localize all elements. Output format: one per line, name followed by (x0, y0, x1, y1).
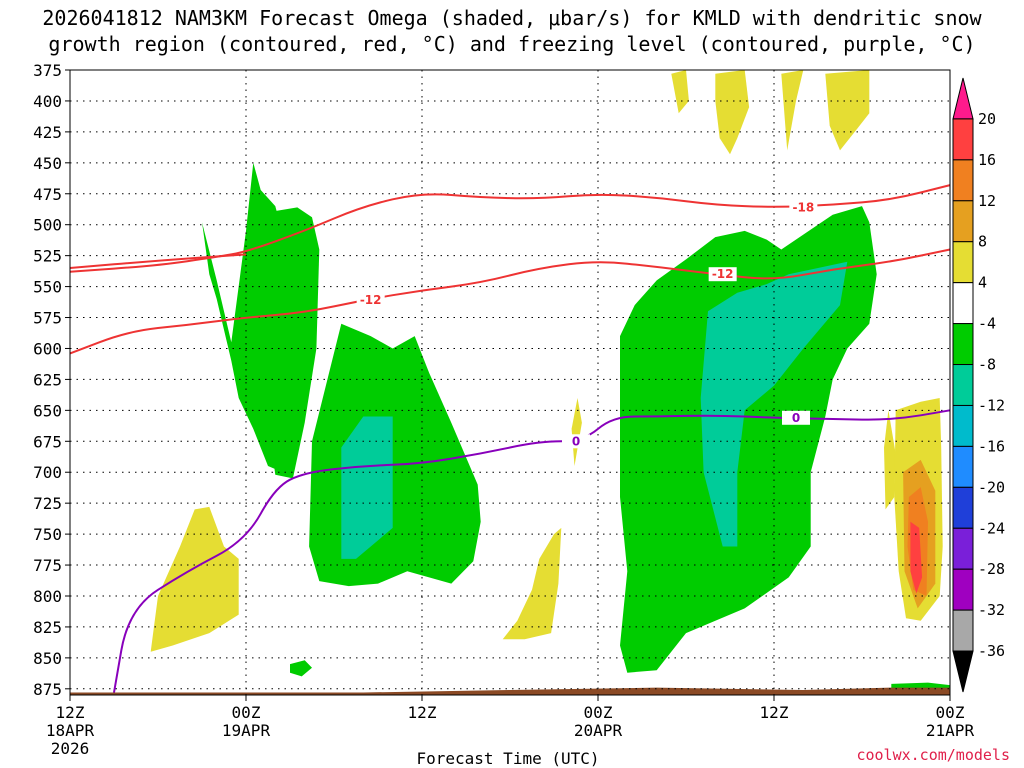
colorbar-label-12: -32 (978, 601, 1005, 619)
y-tick-label-600: 600 (33, 339, 62, 358)
y-tick-label-825: 825 (33, 618, 62, 637)
colorbar-seg-12 (952, 568, 974, 611)
contour-label-3: 0 (572, 434, 580, 448)
x-tick-date-36: 20APR (574, 721, 623, 740)
omega-region-4_8-10 (571, 398, 582, 466)
colorbar-seg-4 (952, 241, 974, 284)
y-tick-label-625: 625 (33, 370, 62, 389)
x-tick-date-60: 21APR (926, 721, 975, 740)
colorbar-label-7: -12 (978, 396, 1005, 414)
x-tick-label-24: 12Z (408, 703, 437, 722)
axes: 375 400 425 450 475 500 525 550 575 600 625 650 675 7… (33, 61, 974, 758)
contours: -18 -12 -12 0 0 (69, 184, 951, 693)
y-tick-label-675: 675 (33, 432, 62, 451)
ground-surface (70, 687, 950, 695)
chart-title-line1: 2026041812 NAM3KM Forecast Omega (shaded… (42, 6, 982, 30)
omega-region--8_-12-3 (341, 416, 393, 559)
colorbar-seg-7 (952, 364, 974, 406)
contour-label-bg-0 (789, 200, 818, 215)
colorbar-seg-bottom (952, 650, 974, 693)
contour-label-bg-4 (782, 410, 810, 425)
y-tick-label-725: 725 (33, 494, 62, 513)
y-tick-label-650: 650 (33, 401, 62, 420)
colorbar-label-13: -36 (978, 642, 1005, 660)
y-tick-label-750: 750 (33, 525, 62, 544)
colorbar-seg-1 (952, 118, 974, 161)
x-tick-label-48: 12Z (760, 703, 789, 722)
contour-label-4: 0 (792, 411, 800, 425)
omega-region-4_8-15 (884, 410, 896, 510)
y-tick-label-700: 700 (33, 463, 62, 482)
x-tick-year-0: 2026 (51, 739, 90, 758)
x-tick-date-0: 18APR (46, 721, 95, 740)
contour-label-0: -18 (792, 200, 814, 214)
colorbar-seg-5 (952, 282, 974, 325)
colorbar-seg-3 (952, 200, 974, 243)
omega-region--8_-12-5 (700, 261, 848, 547)
plot-frame (69, 69, 951, 696)
y-tick-label-450: 450 (33, 154, 62, 173)
omega-region-4_8-14 (825, 70, 870, 151)
colorbar-seg-2 (952, 159, 974, 202)
x-tick-date-12: 19APR (222, 721, 271, 740)
y-tick-label-575: 575 (33, 309, 62, 328)
x-tick-label-60: 00Z (936, 703, 965, 722)
chart-title-line2: growth region (contoured, red, °C) and f… (48, 32, 975, 56)
y-tick-label-775: 775 (33, 556, 62, 575)
y-tick-label-850: 850 (33, 649, 62, 668)
x-tick-label-36: 00Z (584, 703, 613, 722)
y-tick-label-375: 375 (33, 61, 62, 80)
y-tick-label-875: 875 (33, 680, 62, 699)
colorbar-seg-13 (952, 609, 974, 652)
y-tick-label-475: 475 (33, 185, 62, 204)
colorbar-label-8: -16 (978, 437, 1005, 455)
y-tick-label-400: 400 (33, 92, 62, 111)
colorbar-label-11: -28 (978, 560, 1005, 578)
colorbar-label-6: -8 (978, 356, 996, 374)
contour-label-bg-1 (708, 267, 737, 282)
colorbar-seg-6 (952, 323, 974, 366)
colorbar-label-0: 20 (978, 110, 996, 128)
x-axis-title: Forecast Time (UTC) (416, 749, 599, 768)
omega-region-4_8-8 (150, 506, 239, 652)
omega-region-4_8-9 (502, 527, 562, 640)
colorbar-seg-8 (952, 404, 974, 447)
y-tick-label-500: 500 (33, 216, 62, 235)
contour-label-1: -12 (712, 267, 734, 281)
dgz-contour-minus12 (69, 248, 951, 355)
omega-region-4_8-12 (715, 70, 750, 155)
colorbar-seg-10 (952, 486, 974, 529)
omega-region--4_-8-6 (290, 660, 312, 677)
omega-region-4_8-11 (671, 70, 689, 114)
contour-label-bg-3 (562, 434, 590, 449)
plot-area (70, 70, 950, 695)
contour-label-bg-2 (356, 293, 385, 308)
colorbar-label-3: 8 (978, 233, 987, 251)
colorbar-seg-top (952, 77, 974, 120)
y-tick-label-425: 425 (33, 123, 62, 142)
omega-region-16_20-19 (910, 521, 923, 594)
colorbar-label-10: -24 (978, 519, 1005, 537)
contour-label-2: -12 (360, 293, 382, 307)
y-tick-label-800: 800 (33, 587, 62, 606)
colorbar-seg-9 (952, 445, 974, 488)
omega-region-4_8-13 (781, 70, 804, 151)
colorbar-label-5: -4 (978, 315, 996, 333)
omega-region--4_-8-2 (309, 323, 481, 587)
credit-text: coolwx.com/models (856, 746, 1010, 764)
y-tick-label-550: 550 (33, 278, 62, 297)
gridlines (70, 69, 950, 695)
x-tick-label-12: 00Z (232, 703, 261, 722)
colorbar-label-4: 4 (978, 274, 987, 292)
dgz-contour-minus12-upper (69, 253, 247, 269)
colorbar-label-9: -20 (978, 478, 1005, 496)
freezing-level-contour (113, 409, 951, 693)
y-tick-label-525: 525 (33, 247, 62, 266)
colorbar-seg-11 (952, 527, 974, 570)
colorbar: 20 16 12 8 4 -4 -8 -12 -16 -20 -24 -28 -32 -36 (952, 77, 1005, 693)
colorbar-label-1: 16 (978, 151, 996, 169)
colorbar-label-2: 12 (978, 192, 996, 210)
x-tick-label-0: 12Z (56, 703, 85, 722)
